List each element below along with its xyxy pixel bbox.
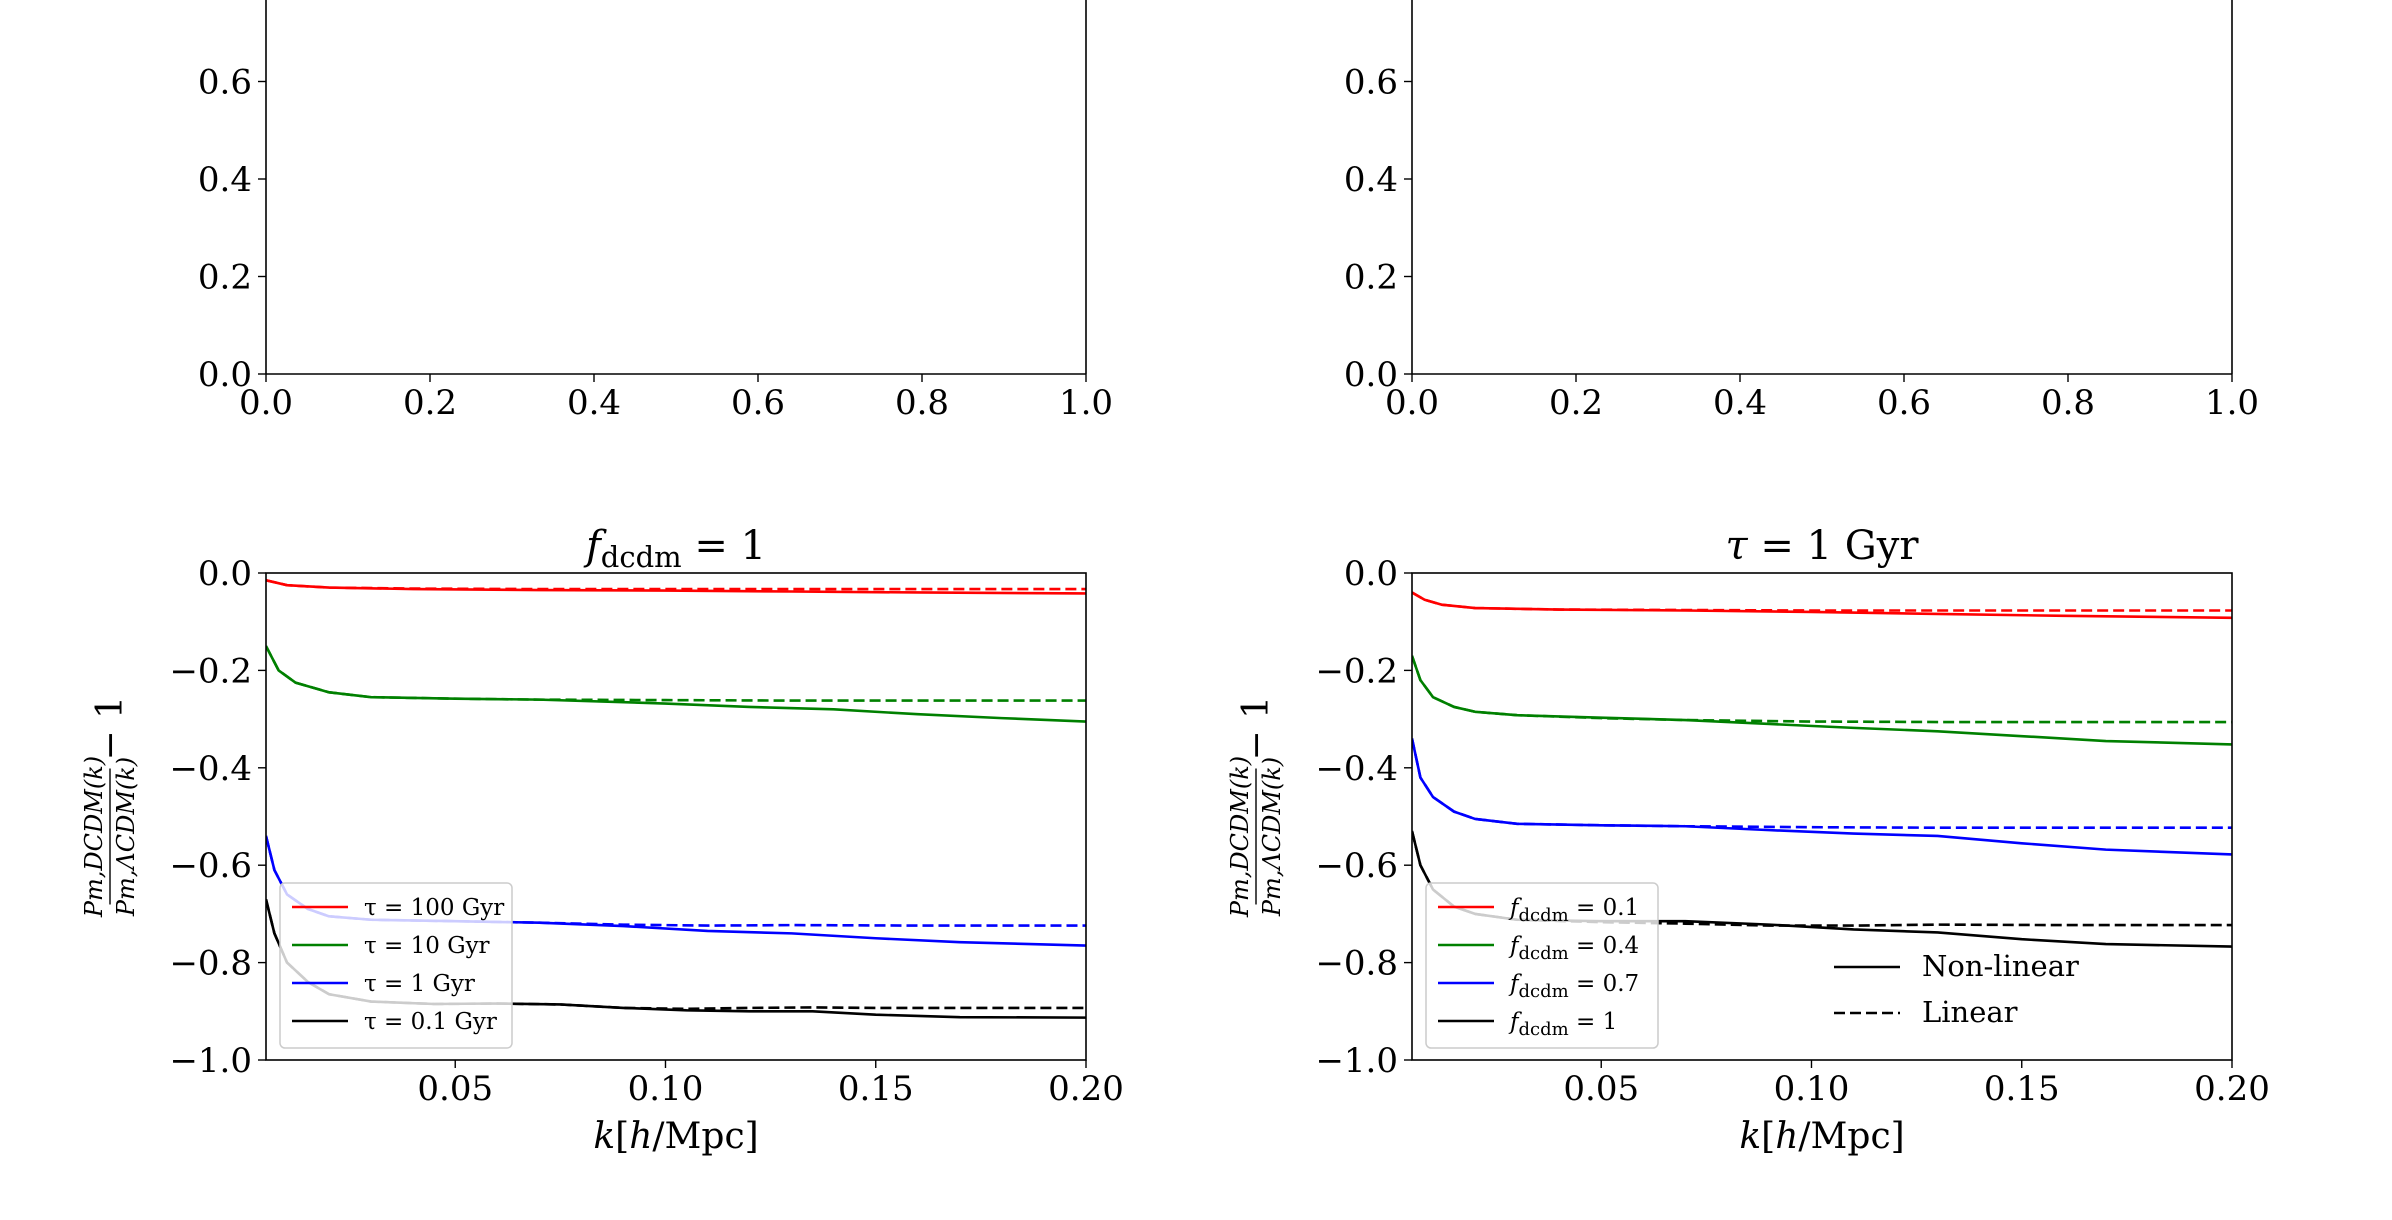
x-tick-label: 0.6	[731, 383, 785, 423]
series-line-0	[266, 579, 1086, 595]
x-tick-label: 0.05	[1563, 1069, 1639, 1109]
panel-bottom-right: 0.05 0.10 0.15 0.20 0.0 −0.2 −0.4 −0.6 −0.8 −1.0 τ…	[1226, 523, 2270, 1157]
panel-title: fdcdm = 1	[583, 523, 766, 574]
series-line-1	[266, 579, 1086, 591]
x-tick-label: 0.15	[1984, 1069, 2060, 1109]
series-line-2	[266, 645, 1086, 723]
legend-label: τ = 100 Gyr	[364, 895, 504, 921]
panel-bottom-left: 0.05 0.10 0.15 0.20 0.0 −0.2 −0.4 −0.6 −0.8 −1.0 f…	[80, 523, 1124, 1157]
x-tick-label: 0.20	[2194, 1069, 2270, 1109]
series-line-1	[1412, 591, 2232, 612]
panel-top-right: 0.0 0.2 0.4 0.6 0.8 1.0 0.0 0.2 0.4 0.6	[1344, 0, 2259, 423]
series-line-5	[1412, 738, 2232, 830]
y-label-denominator: Pm,ΛCDM(k)	[1258, 757, 1286, 917]
series-group	[1412, 591, 2232, 948]
x-tick-label: 0.4	[567, 383, 621, 423]
legend-box	[279, 882, 513, 1049]
x-tick-label: 0.0	[239, 383, 293, 423]
y-tick-label: −0.2	[169, 651, 252, 691]
y-label-rest: − 1	[90, 696, 131, 761]
y-tick-label: −0.8	[169, 944, 252, 984]
y-tick-label: 0.2	[1344, 258, 1398, 298]
y-tick-label: 0.0	[198, 355, 252, 395]
series-line-4	[1412, 738, 2232, 856]
y-tick-label: 0.2	[198, 258, 252, 298]
y-tick-label: 0.4	[1344, 160, 1398, 200]
legend-label: τ = 10 Gyr	[364, 933, 490, 959]
y-tick-label: −0.8	[1315, 944, 1398, 984]
axes-frame	[265, 572, 1087, 1061]
y-label-numerator: Pm,DCDM(k)	[1226, 756, 1254, 918]
panel-top-left: 0.0 0.2 0.4 0.6 0.8 1.0 0.0 0.2 0.4 0.6	[198, 0, 1113, 423]
y-axis-label: Pm,DCDM(k) Pm,ΛCDM(k)− 1	[80, 696, 140, 918]
series-line-3	[1412, 655, 2232, 724]
x-tick-label: 0.10	[628, 1069, 704, 1109]
y-label-rest: − 1	[1236, 696, 1277, 761]
x-tick-label: 0.15	[838, 1069, 914, 1109]
legend: τ = 100 Gyr τ = 10 Gyr τ = 1 Gyr τ = 0.1 Gy…	[279, 882, 513, 1049]
legend-box	[1425, 882, 1659, 1049]
style-legend-label: Non-linear	[1922, 949, 2079, 983]
y-tick-label: 0.6	[198, 63, 252, 103]
legend-label: fdcdm = 0.1	[1508, 895, 1639, 926]
axes-frame	[1411, 572, 2233, 1061]
legend: fdcdm = 0.1 fdcdm = 0.4 fdcdm = 0.7 fdcdm =…	[1425, 882, 1659, 1049]
x-tick-label: 1.0	[2205, 383, 2259, 423]
x-tick-label: 0.0	[1385, 383, 1439, 423]
x-axis-label: k[h/Mpc]	[1739, 1116, 1904, 1157]
legend-label: fdcdm = 1	[1508, 1009, 1617, 1040]
y-label-denominator: Pm,ΛCDM(k)	[112, 757, 140, 917]
x-tick-label: 0.2	[403, 383, 457, 423]
legend-label: τ = 1 Gyr	[364, 971, 475, 997]
y-tick-label: 0.6	[1344, 63, 1398, 103]
y-tick-label: 0.0	[1344, 355, 1398, 395]
y-tick-label: −0.4	[169, 749, 252, 789]
y-label-numerator: Pm,DCDM(k)	[80, 756, 108, 918]
y-axis-label: Pm,DCDM(k) Pm,ΛCDM(k)− 1	[1226, 696, 1286, 918]
x-tick-label: 0.2	[1549, 383, 1603, 423]
series-line-3	[266, 645, 1086, 702]
x-tick-label: 0.6	[1877, 383, 1931, 423]
x-tick-label: 0.4	[1713, 383, 1767, 423]
x-axis-label: k[h/Mpc]	[593, 1116, 758, 1157]
legend-label: fdcdm = 0.4	[1508, 933, 1639, 964]
x-tick-label: 0.8	[2041, 383, 2095, 423]
series-line-0	[1412, 591, 2232, 620]
y-tick-label: −0.2	[1315, 651, 1398, 691]
y-tick-label: −1.0	[1315, 1041, 1398, 1081]
x-tick-label: 0.10	[1774, 1069, 1850, 1109]
y-tick-label: −0.4	[1315, 749, 1398, 789]
legend-label: fdcdm = 0.7	[1508, 971, 1639, 1002]
y-tick-label: −0.6	[169, 846, 252, 886]
x-tick-label: 1.0	[1059, 383, 1113, 423]
style-legend: Non-linear Linear	[1834, 949, 2079, 1029]
panel-title: τ = 1 Gyr	[1726, 523, 1920, 569]
y-tick-label: −0.6	[1315, 846, 1398, 886]
y-tick-label: 0.4	[198, 160, 252, 200]
x-tick-label: 0.20	[1048, 1069, 1124, 1109]
y-tick-label: 0.0	[1344, 554, 1398, 594]
style-legend-label: Linear	[1922, 995, 2018, 1029]
y-tick-label: 0.0	[198, 554, 252, 594]
series-line-2	[1412, 655, 2232, 746]
legend-label: τ = 0.1 Gyr	[364, 1009, 497, 1035]
y-tick-label: −1.0	[169, 1041, 252, 1081]
x-tick-label: 0.05	[417, 1069, 493, 1109]
x-tick-label: 0.8	[895, 383, 949, 423]
